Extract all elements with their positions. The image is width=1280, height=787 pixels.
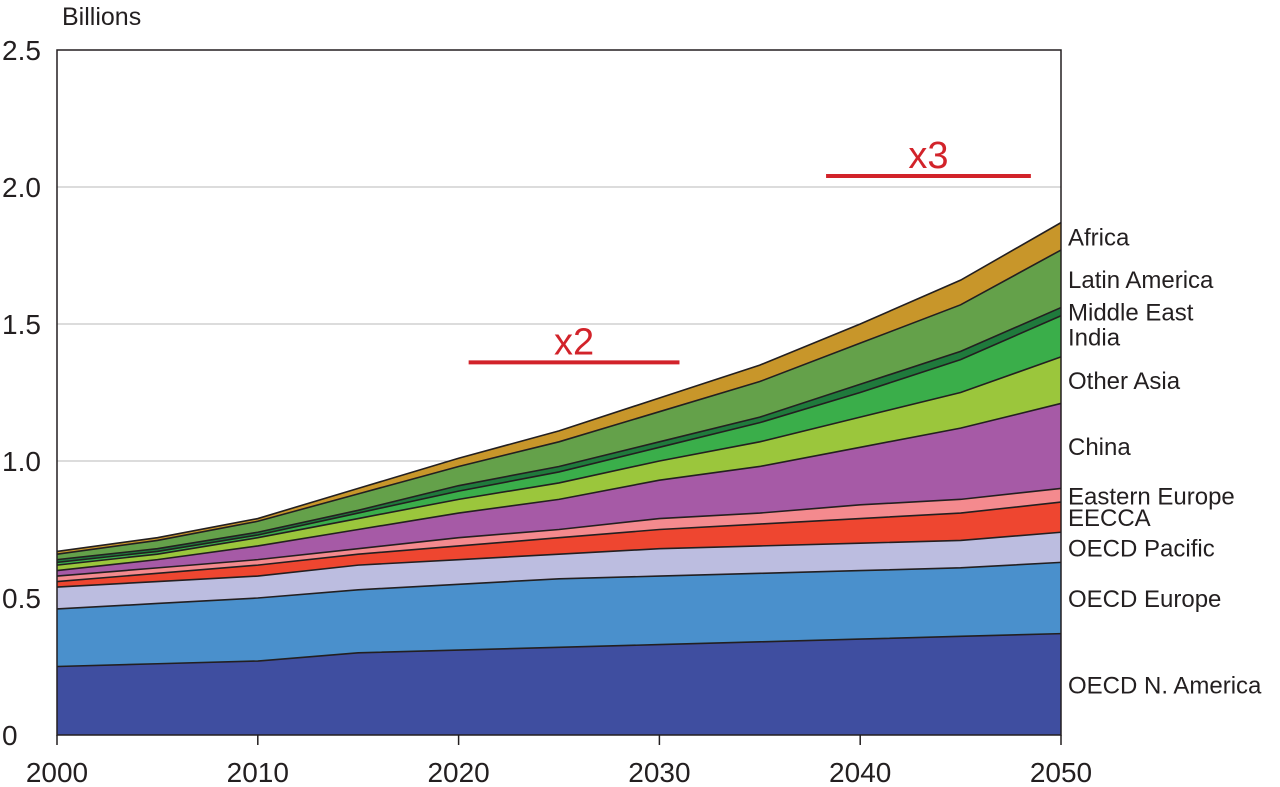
boundary-india [56,315,1062,564]
y-tick-label-2-0: 2.0 [2,172,41,203]
x-tick-label-2020: 2020 [427,757,489,787]
boundary-eastern-europe [56,487,1062,577]
area-china [57,403,1061,577]
series-label-india: India [1068,324,1121,351]
y-tick-label-1-0: 1.0 [2,446,41,477]
series-label-eastern-europe: Eastern Europe [1068,483,1235,510]
y-axis-label: Billions [62,3,141,31]
series-label-africa: Africa [1068,224,1130,251]
series-label-china: China [1068,434,1131,461]
annotations: x2 x3 [468,135,1031,365]
series-label-eecca: EECCA [1068,505,1151,532]
y-tick-label-0-5: 0.5 [2,583,41,614]
annotation-label-x2: x2 [554,321,594,363]
x-tick-label-2050: 2050 [1030,757,1092,787]
boundary-oecd-europe [56,561,1062,610]
series-label-middle-east: Middle East [1068,300,1194,327]
boundary-middle-east [56,306,1062,561]
series-labels: OECD N. America OECD Europe OECD Pacific EE… [1068,224,1262,699]
x-tick-label-2010: 2010 [227,757,289,787]
boundary-other-asia [56,356,1062,566]
boundary-eecca [56,501,1062,583]
area-series-group [56,221,1062,735]
series-label-other-asia: Other Asia [1068,368,1181,395]
boundary-latin-america [56,249,1062,555]
boundary-oecd-pacific [56,531,1062,588]
x-tick-label-2040: 2040 [829,757,891,787]
x-tick-label-2030: 2030 [628,757,690,787]
y-tick-label-1-5: 1.5 [2,309,41,340]
y-tick-label-2-5: 2.5 [2,35,41,66]
area-eastern-europe [57,488,1061,582]
x-tick-label-2000: 2000 [26,757,88,787]
series-label-oecd-pacific: OECD Pacific [1068,535,1215,562]
annotation-label-x3: x3 [908,135,948,177]
x-axis: 2000 2010 2020 2030 2040 2050 [26,735,1092,787]
area-oecd-n-america [57,633,1061,735]
area-oecd-pacific [57,532,1061,609]
area-eecca [57,502,1061,588]
boundary-oecd-n-america [56,632,1062,668]
boundary-china [56,402,1062,572]
series-label-oecd-europe: OECD Europe [1068,586,1221,613]
plot-frame [56,49,1062,736]
boundary-africa [56,221,1062,553]
series-label-latin-america: Latin America [1068,267,1214,294]
y-axis: 0 0.5 1.0 1.5 2.0 2.5 [2,35,41,751]
y-tick-label-0: 0 [2,720,18,751]
series-label-oecd-n-america: OECD N. America [1068,672,1262,699]
